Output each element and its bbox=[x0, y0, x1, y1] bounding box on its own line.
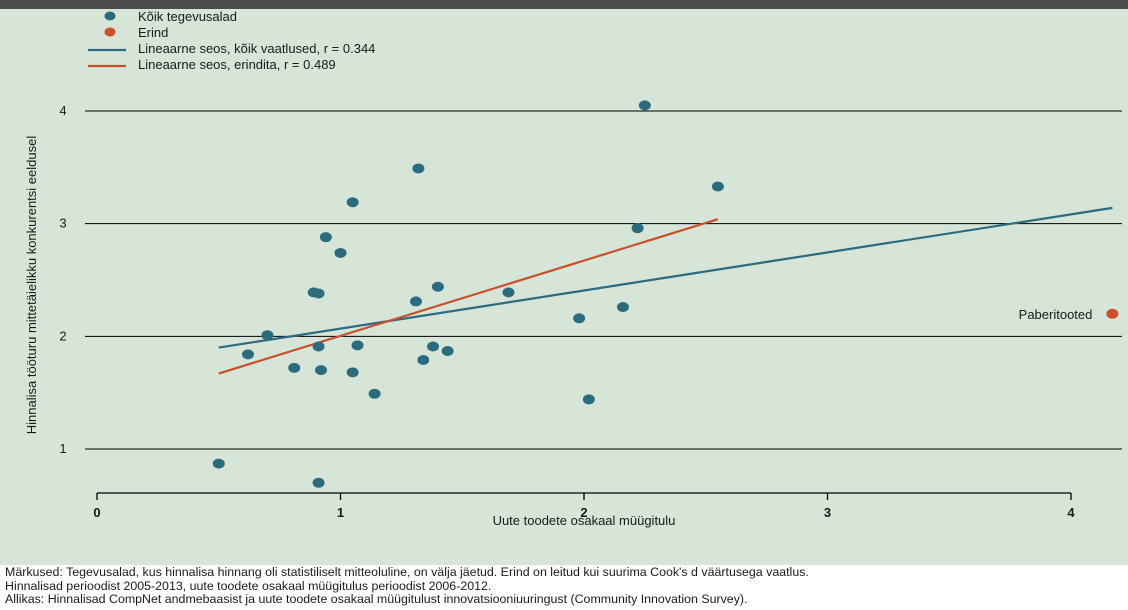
data-point bbox=[711, 181, 724, 192]
gridlines bbox=[85, 110, 1122, 450]
data-point bbox=[431, 281, 444, 292]
data-point bbox=[412, 163, 425, 174]
outlier-point bbox=[1106, 308, 1119, 319]
y-axis: 1 2 3 4 bbox=[59, 103, 66, 456]
data-point bbox=[346, 367, 359, 378]
data-point bbox=[312, 341, 325, 352]
legend-marker-icon bbox=[104, 11, 116, 21]
chart-notes: Märkused: Tegevusalad, kus hinnalisa hin… bbox=[5, 565, 1125, 607]
data-points: Paberitooted bbox=[212, 100, 1119, 488]
chart-panel bbox=[0, 9, 1128, 565]
y-tick-label: 4 bbox=[59, 103, 66, 118]
x-tick-label: 2 bbox=[580, 505, 587, 520]
legend-label: Erind bbox=[138, 25, 168, 40]
regression-line-no-outlier bbox=[218, 218, 719, 375]
data-point bbox=[351, 340, 364, 351]
data-point bbox=[319, 232, 332, 243]
regression-line-all bbox=[218, 206, 1113, 349]
top-bar bbox=[0, 0, 1128, 9]
notes-remarks: Märkused: Tegevusalad, kus hinnalisa hin… bbox=[5, 565, 809, 579]
data-point bbox=[334, 247, 347, 258]
legend-label: Kõik tegevusalad bbox=[138, 9, 237, 24]
data-point bbox=[212, 458, 225, 469]
data-point bbox=[582, 394, 595, 405]
scatter-chart: 0 1 2 3 4 1 2 3 4 Paberitooted Kõik tegevusalad… bbox=[24, 9, 1122, 528]
data-point bbox=[312, 477, 325, 488]
data-point bbox=[631, 223, 644, 234]
data-point bbox=[288, 362, 301, 373]
regression-lines bbox=[218, 206, 1113, 375]
legend-marker-icon bbox=[104, 27, 116, 37]
data-point bbox=[427, 341, 440, 352]
notes-source: Allikas: Hinnalisad CompNet andmebaasist… bbox=[5, 592, 748, 606]
x-tick-label: 3 bbox=[824, 505, 831, 520]
data-point bbox=[312, 288, 325, 299]
data-point bbox=[417, 354, 430, 365]
data-point bbox=[315, 365, 328, 376]
x-axis: 0 1 2 3 4 bbox=[93, 492, 1075, 520]
x-tick-label: 0 bbox=[93, 505, 100, 520]
data-point bbox=[638, 100, 651, 111]
data-point bbox=[261, 330, 274, 341]
y-tick-label: 1 bbox=[59, 441, 66, 456]
data-point bbox=[346, 197, 359, 208]
y-tick-label: 3 bbox=[59, 216, 66, 231]
y-tick-label: 2 bbox=[59, 328, 66, 343]
data-point bbox=[502, 287, 515, 298]
data-point bbox=[409, 296, 422, 307]
notes-periods: Hinnalisad perioodist 2005-2013, uute to… bbox=[5, 578, 492, 593]
data-point bbox=[616, 302, 629, 313]
data-point bbox=[241, 349, 254, 360]
outlier-label: Paberitooted bbox=[1019, 307, 1093, 322]
data-point bbox=[368, 388, 381, 399]
x-axis-label: Uute toodete osakaal müügitulu bbox=[493, 513, 676, 528]
data-point bbox=[441, 345, 454, 356]
y-axis-label: Hinnalisa tööturu mittetäielikku konkure… bbox=[24, 136, 39, 435]
data-point bbox=[573, 313, 586, 324]
legend-label: Lineaarne seos, kõik vaatlused, r = 0.34… bbox=[138, 41, 375, 56]
x-tick-label: 1 bbox=[337, 505, 344, 520]
x-tick-label: 4 bbox=[1067, 505, 1075, 520]
legend-label: Lineaarne seos, erindita, r = 0.489 bbox=[138, 57, 336, 72]
